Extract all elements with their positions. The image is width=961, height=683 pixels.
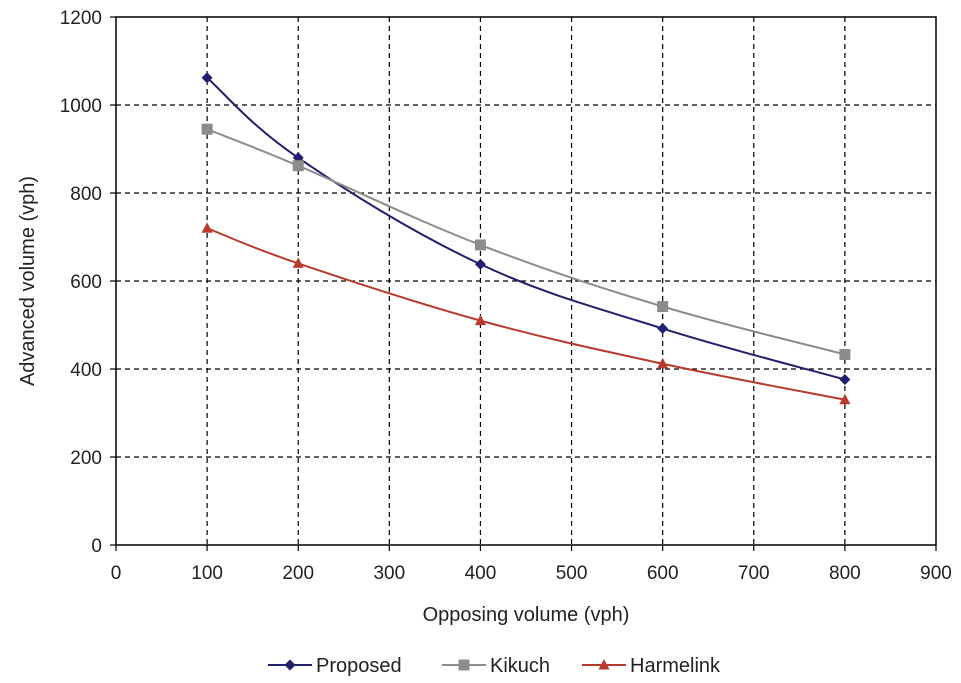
x-axis-ticks: 0 100 200 300 400 500 600 700 800 900 [111,545,952,584]
data-point [657,323,669,335]
x-tick-label: 100 [191,563,223,584]
legend-label: Harmelink [630,655,721,677]
data-point [657,301,669,313]
legend-label: Proposed [316,655,402,677]
y-axis-title: Advanced volume (vph) [17,176,39,386]
series-layer [201,72,851,405]
data-point [201,123,213,135]
x-axis-title: Opposing volume (vph) [423,604,630,626]
x-tick-label: 500 [556,563,588,584]
x-tick-label: 600 [647,563,679,584]
series-line [206,76,846,381]
legend-marker [598,659,610,670]
series-proposed [201,72,851,386]
series-line [206,128,846,356]
legend-item-harmelink: Harmelink [582,655,721,677]
y-tick-label: 800 [70,184,102,205]
data-point [474,258,486,270]
x-tick-label: 800 [829,563,861,584]
data-point [201,72,213,84]
x-tick-label: 700 [738,563,770,584]
legend-marker [458,659,470,671]
series-harmelink [201,222,851,405]
y-tick-label: 600 [70,272,102,293]
series-kikuch [201,123,851,360]
data-point [474,239,486,251]
legend-item-proposed: Proposed [268,655,402,677]
x-tick-label: 900 [920,563,952,584]
y-tick-label: 200 [70,448,102,469]
y-tick-label: 1200 [60,8,102,29]
y-tick-label: 0 [91,536,102,557]
data-point [474,314,486,326]
data-point [839,374,851,386]
x-tick-label: 200 [282,563,314,584]
series-line [206,227,846,401]
x-tick-label: 400 [465,563,497,584]
y-tick-label: 400 [70,360,102,381]
x-tick-label: 0 [111,563,122,584]
y-axis-ticks: 0 200 400 600 800 1000 1200 [60,8,116,557]
grid-lines [116,17,936,545]
data-point [292,160,304,172]
legend-label: Kikuch [490,655,550,677]
data-point [201,222,213,233]
data-point [839,393,851,405]
legend-item-kikuch: Kikuch [442,655,550,677]
legend: Proposed Kikuch Harmelink [268,655,721,677]
legend-marker [284,659,296,671]
data-point [657,357,669,369]
data-point [839,348,851,360]
data-point [292,257,304,268]
x-tick-label: 300 [373,563,405,584]
y-tick-label: 1000 [60,96,102,117]
